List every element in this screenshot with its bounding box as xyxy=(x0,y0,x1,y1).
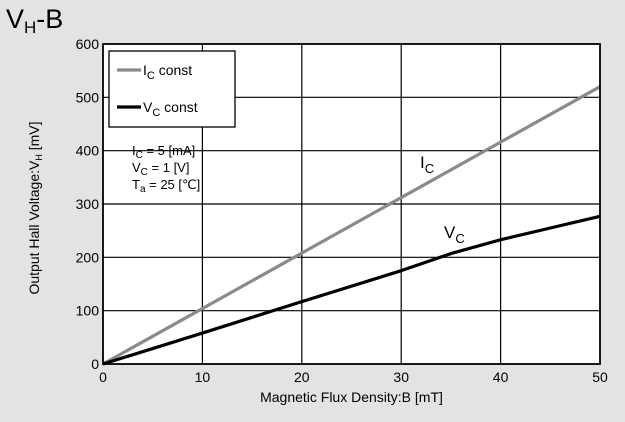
y-axis-title-unit: [mV] xyxy=(26,121,42,154)
series-label-main: I xyxy=(420,153,425,172)
y-tick-label: 100 xyxy=(76,303,100,319)
condition-text: Ta = 25 [℃] xyxy=(132,177,200,195)
condition-main: T xyxy=(132,177,140,192)
legend-label-1: VC const xyxy=(143,99,198,119)
chart-title-sub: H xyxy=(24,18,37,37)
legend-label-main: I xyxy=(143,62,147,78)
condition-sub: a xyxy=(140,184,146,195)
condition-sub: C xyxy=(141,167,148,178)
chart-title: VH-B xyxy=(6,4,63,38)
legend-box xyxy=(108,50,236,128)
condition-main: V xyxy=(132,160,141,175)
x-tick-label: 10 xyxy=(195,369,211,385)
series-label-main: V xyxy=(444,223,456,242)
y-tick-label: 300 xyxy=(76,196,100,212)
series-label-sub: C xyxy=(425,161,434,176)
legend-label-sub: C xyxy=(147,70,155,82)
y-tick-label: 200 xyxy=(76,249,100,265)
y-tick-label: 500 xyxy=(76,89,100,105)
condition-rest: = 5 [mA] xyxy=(143,143,195,158)
legend-label-suffix: const xyxy=(160,99,197,115)
chart-title-main: V xyxy=(6,4,25,34)
condition-text: VC = 1 [V] xyxy=(132,160,189,178)
x-tick-label: 30 xyxy=(393,369,409,385)
series-line-1 xyxy=(102,214,601,366)
condition-main: I xyxy=(132,143,136,158)
y-axis-title-main: Output Hall Voltage:V xyxy=(26,160,42,295)
condition-text: IC = 5 [mA] xyxy=(132,143,195,161)
series-line-0 xyxy=(102,85,601,366)
condition-sub: C xyxy=(136,150,143,161)
plot-frame xyxy=(102,43,601,365)
y-tick-label: 400 xyxy=(76,143,100,159)
x-tick-label: 0 xyxy=(99,369,107,385)
condition-rest: = 1 [V] xyxy=(148,160,190,175)
x-tick-label: 20 xyxy=(294,369,310,385)
series-label-1: VC xyxy=(444,223,465,246)
x-tick-label: 40 xyxy=(493,369,509,385)
x-axis-title: Magnetic Flux Density:B [mT] xyxy=(260,389,443,405)
y-axis-title-sub: H xyxy=(34,154,44,161)
series-label-sub: C xyxy=(455,231,464,246)
legend-label-main: V xyxy=(143,99,153,115)
chart-title-suffix: -B xyxy=(36,4,64,34)
y-tick-label: 0 xyxy=(91,356,99,372)
legend-label-0: IC const xyxy=(143,62,192,82)
legend-label-suffix: const xyxy=(155,62,192,78)
condition-rest: = 25 [℃] xyxy=(146,177,201,192)
y-tick-label: 600 xyxy=(76,36,100,52)
series-label-0: IC xyxy=(420,153,434,176)
legend-label-sub: C xyxy=(152,107,160,119)
x-tick-label: 50 xyxy=(592,369,608,385)
y-axis-title: Output Hall Voltage:VH [mV] xyxy=(26,121,44,294)
